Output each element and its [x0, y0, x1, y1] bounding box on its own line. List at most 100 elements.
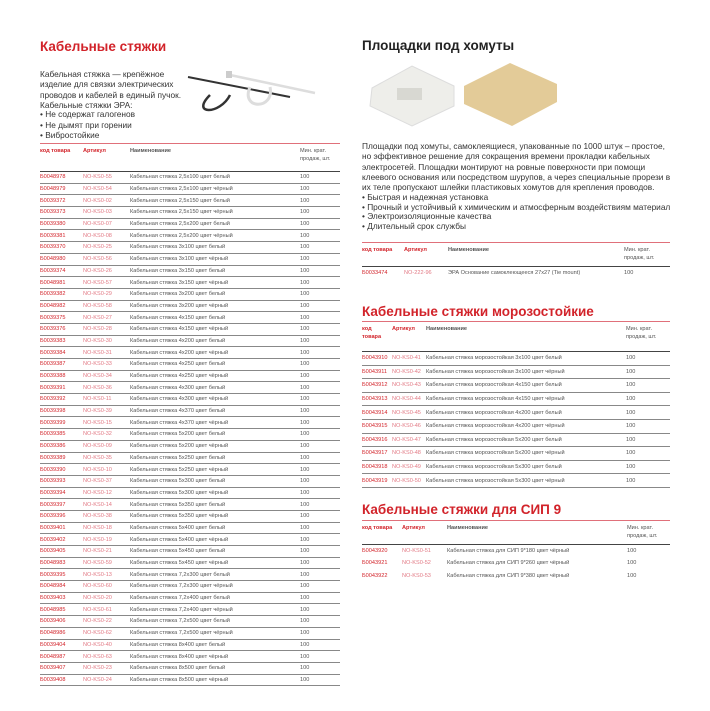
product-code: Б0039403: [40, 592, 83, 605]
min-qty: 100: [300, 475, 340, 488]
article: NO-KS0-32: [83, 428, 130, 441]
bullet: Электроизоляционные качества: [362, 211, 670, 222]
article: NO-KS0-15: [83, 416, 130, 430]
header-code: код товара: [362, 525, 393, 531]
min-qty: 100: [300, 206, 340, 219]
header-article: Артикул: [392, 326, 415, 332]
article: NO-KS0-12: [83, 487, 130, 500]
table-row: Б0043912 NO-KS0-43 Кабельная стяжка морозо…: [362, 378, 670, 393]
product-code: Б0039389: [40, 452, 83, 465]
product-name: Кабельная стяжка 8х500 цвет белый: [130, 662, 300, 675]
product-name: Кабельная стяжка 3х200 цвет чёрный: [130, 300, 300, 313]
article: NO-KS0-24: [83, 674, 130, 687]
product-name: Кабельная стяжка 5х250 цвет чёрный: [130, 463, 300, 476]
product-name: Кабельная стяжка морозостойкая 3х100 цве…: [426, 351, 626, 366]
product-code: Б0039401: [40, 522, 83, 535]
section-title-sip: Кабельные стяжки для СИП 9: [362, 502, 562, 517]
bullet: Быстрая и надежная установка: [362, 192, 670, 203]
table-row: Б0039387 NO-KS0-33 Кабельная стяжка 4х250 …: [40, 358, 340, 371]
product-code: Б0039385: [40, 428, 83, 441]
min-qty: 100: [300, 674, 340, 687]
min-qty: 100: [300, 580, 340, 593]
product-name: Кабельная стяжка 4х150 цвет чёрный: [130, 323, 300, 336]
article: NO-KS0-22: [83, 615, 130, 628]
table-row: Б0039403 NO-KS0-20 Кабельная стяжка 7,2х40…: [40, 592, 340, 605]
article: NO-KS0-57: [83, 276, 130, 289]
header-code: код товара: [40, 148, 71, 154]
section-title-pads: Площадки под хомуты: [362, 38, 515, 53]
table-row: Б0048987 NO-KS0-63 Кабельная стяжка 8х400 …: [40, 650, 340, 663]
header-min-qty: Мин. крат. продаж, шт.: [624, 247, 655, 261]
product-name: Кабельная стяжка 4х250 цвет чёрный: [130, 370, 300, 383]
product-code: Б0048982: [40, 300, 83, 313]
product-code: Б0039407: [40, 662, 83, 675]
min-qty: 100: [300, 510, 340, 523]
product-code: Б0033474: [362, 269, 388, 276]
table-row: Б0048980 NO-KS0-56 Кабельная стяжка 3х100 …: [40, 253, 340, 266]
article: NO-KS0-49: [392, 460, 426, 475]
product-code: Б0039384: [40, 346, 83, 359]
product-code: Б0039396: [40, 510, 83, 523]
article: NO-KS0-45: [392, 405, 426, 420]
product-name: Кабельная стяжка 3х200 цвет белый: [130, 288, 300, 301]
article: NO-KS0-31: [83, 346, 130, 359]
product-name: Кабельная стяжка 2,5х100 цвет чёрный: [130, 183, 300, 196]
article: NO-KS0-21: [83, 545, 130, 558]
table-row: Б0039370 NO-KS0-25 Кабельная стяжка 3х100 …: [40, 241, 340, 254]
table-row: Б0043918 NO-KS0-49 Кабельная стяжка морозо…: [362, 460, 670, 475]
table-row: Б0048982 NO-KS0-58 Кабельная стяжка 3х200 …: [40, 300, 340, 313]
table-row: Б0048983 NO-KS0-59 Кабельная стяжка 5х450 …: [40, 557, 340, 570]
pads-intro: Площадки под хомуты, самоклеящиеся, упак…: [362, 141, 671, 193]
article: NO-KS0-35: [83, 452, 130, 465]
article: NO-KS0-46: [392, 419, 426, 434]
cable-ties-image: [187, 71, 316, 112]
article: NO-KS0-52: [402, 560, 431, 567]
product-code: Б0039388: [40, 370, 83, 383]
article: NO-KS0-62: [83, 627, 130, 640]
product-name: Кабельная стяжка 5х250 цвет белый: [130, 452, 300, 465]
table-row: Б0039385 NO-KS0-32 Кабельная стяжка 5х200 …: [40, 428, 340, 441]
article: NO-KS0-37: [83, 475, 130, 488]
article: NO-KS0-47: [392, 433, 426, 448]
product-name: Кабельная стяжка 5х400 цвет белый: [130, 522, 300, 535]
min-qty: 100: [626, 419, 670, 434]
article: NO-KS0-08: [83, 229, 130, 243]
product-name: Кабельная стяжка 5х450 цвет белый: [130, 545, 300, 558]
product-name: Кабельная стяжка 5х300 цвет чёрный: [130, 487, 300, 500]
product-code: Б0039386: [40, 440, 83, 453]
product-name: Кабельная стяжка 8х400 цвет чёрный: [130, 650, 300, 663]
min-qty: 100: [626, 473, 670, 488]
product-name: Кабельная стяжка для СИП 9*180 цвет чёрн…: [447, 548, 570, 554]
table-row: Б0039382 NO-KS0-29 Кабельная стяжка 3х200 …: [40, 288, 340, 301]
product-code: Б0039370: [40, 241, 83, 254]
article: NO-KS0-59: [83, 557, 130, 570]
product-code: Б0048979: [40, 183, 83, 196]
product-code: Б0039394: [40, 487, 83, 500]
min-qty: 100: [300, 452, 340, 465]
product-name: Кабельная стяжка морозостойкая 5х300 цве…: [426, 473, 626, 488]
header-min-qty: Мин. крат. продаж, шт.: [626, 326, 657, 340]
product-code: Б0039408: [40, 674, 83, 687]
table-row: Б0048984 NO-KS0-60 Кабельная стяжка 7,2х30…: [40, 580, 340, 593]
article: NO-KS0-25: [83, 241, 130, 254]
product-code: Б0039382: [40, 288, 83, 301]
product-name: Кабельная стяжка 2,5х200 цвет чёрный: [130, 229, 300, 243]
product-code: Б0043922: [362, 572, 388, 579]
min-qty: 100: [300, 323, 340, 336]
product-code: Б0048978: [40, 171, 83, 184]
product-code: Б0043920: [362, 548, 388, 554]
product-name: Кабельная стяжка 5х350 цвет белый: [130, 498, 300, 511]
min-qty: 100: [300, 393, 340, 406]
min-qty: 100: [300, 276, 340, 289]
product-code: Б0043921: [362, 560, 388, 567]
product-code: Б0039372: [40, 194, 83, 208]
cable-ties-bullets: Не содержат галогенов Не дымят при горен…: [40, 109, 135, 141]
article: NO-KS0-63: [83, 650, 130, 663]
table-row: Б0039406 NO-KS0-22 Кабельная стяжка 7,2х50…: [40, 615, 340, 628]
min-qty: 100: [300, 428, 340, 441]
table-row: Б0039384 NO-KS0-31 Кабельная стяжка 4х200 …: [40, 346, 340, 359]
product-code: Б0039404: [40, 639, 83, 652]
product-name: Кабельная стяжка 2,5х100 цвет белый: [130, 171, 300, 184]
table-row: Б0039394 NO-KS0-12 Кабельная стяжка 5х300 …: [40, 487, 340, 500]
product-name: Кабельная стяжка 2,5х150 цвет чёрный: [130, 206, 300, 219]
